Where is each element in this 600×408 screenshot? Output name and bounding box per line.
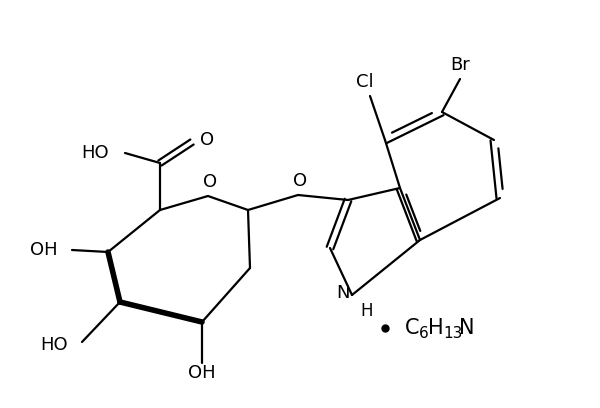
Text: O: O	[200, 131, 214, 149]
Text: N: N	[459, 318, 475, 338]
Text: Br: Br	[450, 56, 470, 74]
Text: H: H	[360, 302, 373, 320]
Text: O: O	[293, 172, 307, 190]
Text: OH: OH	[31, 241, 58, 259]
Text: H: H	[428, 318, 443, 338]
Text: C: C	[405, 318, 419, 338]
Text: Cl: Cl	[356, 73, 374, 91]
Text: HO: HO	[82, 144, 109, 162]
Text: 13: 13	[443, 326, 463, 341]
Text: HO: HO	[40, 336, 68, 354]
Text: O: O	[203, 173, 217, 191]
Text: OH: OH	[188, 364, 216, 382]
Text: N: N	[337, 284, 350, 302]
Text: 6: 6	[419, 326, 429, 341]
